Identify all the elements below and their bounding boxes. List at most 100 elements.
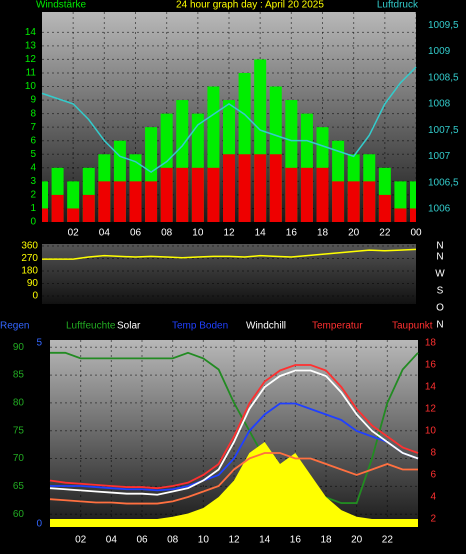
tick-label: 1007,5 <box>428 125 459 136</box>
tick-label: 60 <box>13 509 25 520</box>
tick-label: 85 <box>13 370 25 381</box>
x-tick-label: 18 <box>317 228 329 239</box>
x-tick-label: 18 <box>320 535 332 546</box>
bar <box>410 181 416 222</box>
tick-label: 1006 <box>428 204 451 215</box>
x-tick-label: 04 <box>106 535 118 546</box>
bar <box>347 181 360 222</box>
data-line <box>49 369 419 496</box>
tick-label: 16 <box>425 360 437 371</box>
tick-label: 8 <box>430 448 436 459</box>
tick-label: 3 <box>30 176 36 187</box>
bar <box>113 181 126 222</box>
tick-label: 0 <box>30 217 36 228</box>
tick-label: 65 <box>13 481 25 492</box>
x-tick-label: 02 <box>75 535 87 546</box>
bar <box>269 154 282 222</box>
tick-label: 18 <box>425 338 437 349</box>
bar <box>129 181 142 222</box>
chart-title: 24 hour graph day : April 20 2025 <box>176 0 324 11</box>
bar <box>176 167 189 222</box>
legend-label: Temperatur <box>312 321 363 332</box>
data-line <box>50 351 419 504</box>
x-tick-label: 12 <box>223 228 235 239</box>
direction-label: O <box>436 303 444 314</box>
bar <box>363 181 376 222</box>
bar <box>332 181 345 222</box>
bar <box>394 208 407 222</box>
bar <box>160 167 173 222</box>
tick-label: 4 <box>30 162 36 173</box>
tick-label: 0 <box>36 519 42 530</box>
x-tick-label: 22 <box>379 228 391 239</box>
data-line <box>41 66 417 174</box>
bar <box>82 194 95 222</box>
legend-label: Windchill <box>246 321 286 332</box>
tick-label: 14 <box>425 382 437 393</box>
tick-label: 10 <box>25 81 37 92</box>
bar <box>207 167 220 222</box>
direction-label: S <box>437 286 444 297</box>
tick-label: 12 <box>425 404 437 415</box>
x-tick-label: 20 <box>351 535 363 546</box>
bar <box>285 167 298 222</box>
tick-label: 1006,5 <box>428 177 459 188</box>
tick-label: 13 <box>25 41 37 52</box>
bar <box>191 167 204 222</box>
legend-label: Temp Boden <box>172 321 228 332</box>
legend-label: Regen <box>0 321 29 332</box>
tick-label: 10 <box>425 426 437 437</box>
x-tick-label: 20 <box>348 228 360 239</box>
bar <box>410 208 416 222</box>
y2-axis-title: Luftdruck <box>377 0 419 11</box>
tick-label: 90 <box>27 278 39 289</box>
direction-label: N <box>436 241 443 252</box>
data-line <box>50 402 419 492</box>
data-line <box>42 248 417 260</box>
tick-label: 0 <box>32 291 38 302</box>
tick-label: 4 <box>430 492 436 503</box>
tick-label: 270 <box>21 253 38 264</box>
bar <box>145 181 158 222</box>
tick-label: 5 <box>30 149 36 160</box>
tick-label: 2 <box>30 190 36 201</box>
tick-label: 1008 <box>428 99 451 110</box>
tick-label: 1007 <box>428 151 451 162</box>
tick-label: 1008,5 <box>428 72 459 83</box>
direction-label: N <box>436 320 443 331</box>
data-line <box>49 364 419 490</box>
tick-label: 5 <box>36 338 42 349</box>
tick-label: 12 <box>25 54 37 65</box>
x-tick-label: 06 <box>136 535 148 546</box>
x-tick-label: 04 <box>99 228 111 239</box>
x-tick-label: 16 <box>286 228 298 239</box>
x-tick-label: 06 <box>130 228 142 239</box>
tick-label: 80 <box>13 398 25 409</box>
bar <box>42 208 48 222</box>
tick-label: 90 <box>13 342 25 353</box>
x-tick-label: 16 <box>290 535 302 546</box>
bar <box>316 167 329 222</box>
bar <box>67 208 80 222</box>
x-tick-label: 08 <box>161 228 173 239</box>
bar <box>51 194 64 222</box>
tick-label: 11 <box>26 68 37 79</box>
direction-label: W <box>435 269 445 280</box>
tick-label: 9 <box>30 95 36 106</box>
data-area <box>50 441 418 527</box>
x-tick-label: 22 <box>382 535 394 546</box>
tick-label: 70 <box>13 453 25 464</box>
tick-label: 180 <box>21 266 38 277</box>
tick-label: 6 <box>430 470 436 481</box>
tick-label: 360 <box>21 241 38 252</box>
tick-label: 1009,5 <box>428 20 459 31</box>
bar <box>223 154 235 222</box>
x-tick-label: 12 <box>228 535 240 546</box>
legend-label: Solar <box>117 321 141 332</box>
bar <box>300 167 313 222</box>
tick-label: 14 <box>25 27 37 38</box>
bar <box>42 181 48 222</box>
x-tick-label: 10 <box>198 535 210 546</box>
